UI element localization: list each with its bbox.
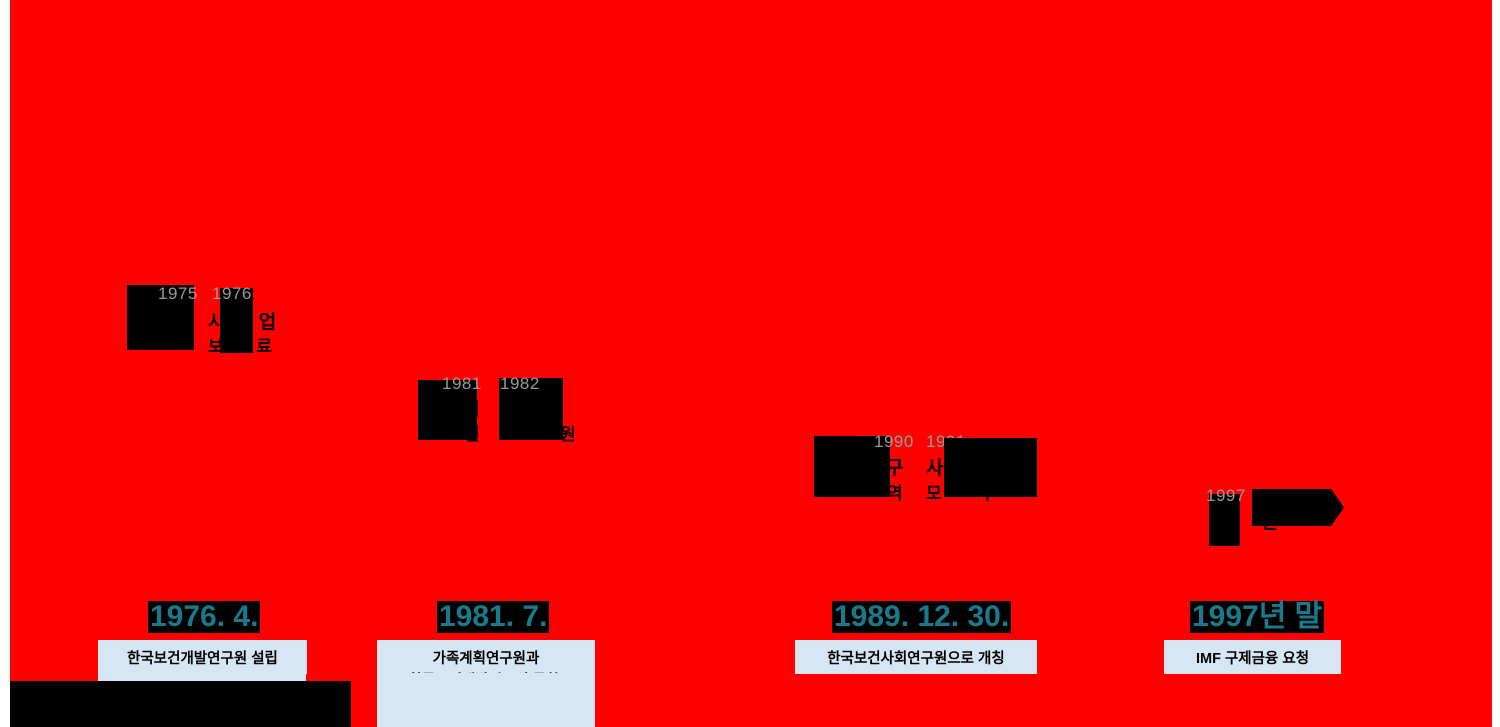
milestone-box-1976: 한국보건개발연구원 설립 <box>98 640 307 674</box>
occluder-block-1975 <box>127 285 194 350</box>
milestone-line: 가족계획연구원과 <box>432 651 540 667</box>
glyph-row-1990-line1: 구 <box>886 458 918 479</box>
bottom-blue-strip-center <box>377 673 595 727</box>
occluder-block-1981 <box>418 380 477 440</box>
year-cluster-1981-1982: 1981 획 건 1982 원 <box>412 370 582 445</box>
occluder-block-1997 <box>1209 494 1240 546</box>
occluder-block-1976 <box>220 288 253 353</box>
occluder-block-1990 <box>814 436 890 497</box>
milestone-line: 한국보건사회연구원으로 개칭 <box>827 651 1005 667</box>
year-cluster-1975-1976: 1975 사 업 보 료 1976 <box>120 278 300 358</box>
glyph-row-1991-line1: 사 <box>926 458 958 479</box>
year-label-1990: 1990 <box>874 432 914 451</box>
bottom-black-bar <box>10 681 351 727</box>
year-cluster-1990-1991: 1990 구 역 1991 사 모 책 <box>808 428 1058 503</box>
occluder-block-1998-arrow <box>1252 489 1344 526</box>
milestone-box-1997: IMF 구제금융 요청 <box>1164 640 1341 674</box>
milestone-date-1976: 1976. 4. <box>148 600 261 633</box>
milestone-date-1997: 1997년 말 <box>1190 600 1325 633</box>
occluder-block-1982 <box>499 378 563 440</box>
year-label-1982: 1982 <box>500 374 540 393</box>
glyph-row-1982-line2: 원 <box>560 425 590 444</box>
occluder-block-1991 <box>944 438 1037 497</box>
milestone-box-1989: 한국보건사회연구원으로 개칭 <box>795 640 1037 674</box>
milestone-line: 한국보건개발연구원 설립 <box>127 651 278 667</box>
milestone-line: IMF 구제금융 요청 <box>1195 651 1310 667</box>
year-cluster-1997-1998: 1997 1998 건 <box>1200 480 1360 555</box>
year-label-1997: 1997 <box>1206 486 1246 505</box>
glyph-row-1981-line1: 획 <box>464 400 494 419</box>
bottom-blue-strip-left <box>98 673 306 682</box>
year-label-1981: 1981 <box>442 374 482 393</box>
milestone-date-1981: 1981. 7. <box>437 600 550 633</box>
glyph-row-1990-line2: 역 <box>887 484 917 503</box>
year-label-1976: 1976 <box>212 284 252 303</box>
year-label-1975: 1975 <box>158 284 198 303</box>
milestone-date-1989: 1989. 12. 30. <box>832 600 1012 633</box>
glyph-row-1981-line2: 건 <box>464 425 494 444</box>
